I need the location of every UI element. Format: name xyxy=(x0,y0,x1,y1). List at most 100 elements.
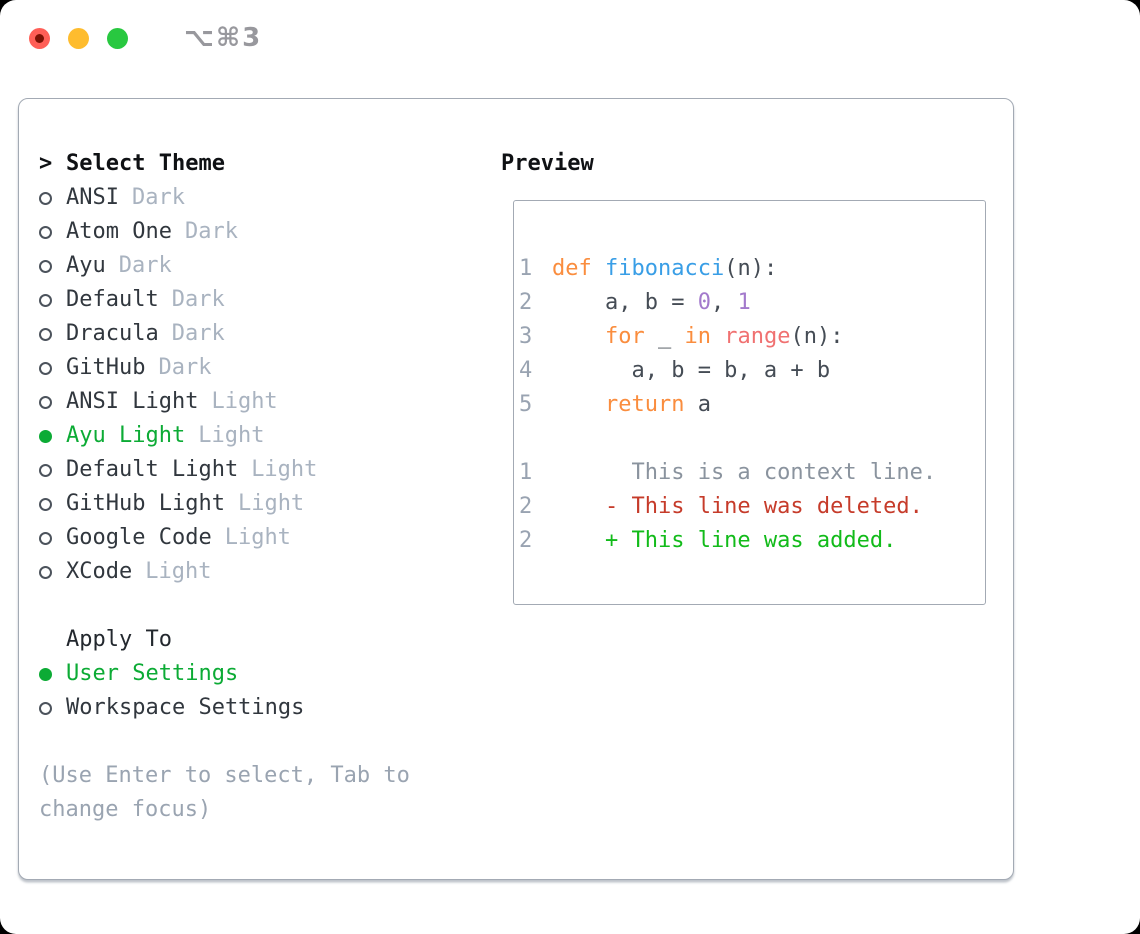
line-number: 1 xyxy=(519,256,533,281)
code-line: 1 This is a context line. xyxy=(519,456,985,490)
theme-name: ANSI Light xyxy=(66,389,199,414)
theme-list: ANSI Dark Atom One Dark Ayu Dark Default Dark Dr… xyxy=(39,181,489,589)
radio-marker xyxy=(39,395,66,409)
close-button-icon[interactable] xyxy=(29,27,50,49)
zoom-button-icon[interactable] xyxy=(107,27,128,49)
theme-option-ayu[interactable]: Ayu Dark xyxy=(39,249,489,283)
line-number: 1 xyxy=(519,460,533,485)
code-token-plain: a xyxy=(684,392,711,417)
theme-option-dracula[interactable]: Dracula Dark xyxy=(39,317,489,351)
code-token-plain xyxy=(711,324,724,349)
theme-picker-panel: > Select Theme ANSI Dark Atom One Dark Ayu Da… xyxy=(18,98,1014,880)
code-token-deleted: - This line was deleted. xyxy=(552,494,923,519)
prompt-icon: > xyxy=(39,151,53,176)
title-bar: ⌥⌘3 xyxy=(0,0,1140,76)
theme-variant-tag: Dark xyxy=(158,355,212,380)
code-token-keyword: in xyxy=(684,324,711,349)
theme-option-default[interactable]: Default Dark xyxy=(39,283,489,317)
line-number: 3 xyxy=(519,324,533,349)
theme-option-xcode[interactable]: XCode Light xyxy=(39,555,489,589)
theme-name: Default Light xyxy=(66,457,239,482)
code-token-added: + This line was added. xyxy=(552,528,897,553)
radio-marker xyxy=(39,191,66,205)
code-token-context: This is a context line. xyxy=(552,460,937,485)
radio-selected-icon xyxy=(39,429,52,443)
select-theme-title: Select Theme xyxy=(66,151,225,176)
line-number: 5 xyxy=(519,392,533,417)
theme-option-github[interactable]: GitHub Dark xyxy=(39,351,489,385)
theme-variant-tag: Dark xyxy=(184,219,238,244)
theme-option-google-code[interactable]: Google Code Light xyxy=(39,521,489,555)
radio-marker xyxy=(39,259,66,273)
help-hint-text: (Use Enter to select, Tab to change focu… xyxy=(39,763,410,822)
select-theme-header-row: > Select Theme xyxy=(39,147,489,181)
radio-marker xyxy=(39,565,66,579)
code-token-plain xyxy=(552,324,605,349)
code-token-plain: , xyxy=(710,290,738,315)
theme-variant-tag: Light xyxy=(198,423,265,448)
radio-icon xyxy=(39,225,52,239)
theme-name: XCode xyxy=(66,559,133,584)
code-token-keyword: for xyxy=(604,324,645,349)
code-line: 2 - This line was deleted. xyxy=(519,490,985,524)
radio-icon xyxy=(39,395,52,409)
theme-variant-tag: Light xyxy=(211,389,278,414)
theme-variant-tag: Dark xyxy=(118,253,172,278)
prompt-marker: > xyxy=(39,147,66,181)
apply-option-user-settings[interactable]: User Settings xyxy=(39,657,489,691)
theme-name: GitHub xyxy=(66,355,146,380)
code-token-plain: a, b = xyxy=(552,290,698,315)
radio-icon xyxy=(39,361,52,375)
code-line: 3 for _ in range(n): xyxy=(519,320,985,354)
theme-variant-tag: Light xyxy=(237,491,305,516)
spacer xyxy=(39,725,489,759)
theme-option-github-light[interactable]: GitHub Light Light xyxy=(39,487,489,521)
radio-icon xyxy=(39,327,52,341)
theme-name: Default xyxy=(66,287,159,312)
apply-to-title: Apply To xyxy=(66,627,172,652)
radio-icon xyxy=(39,259,52,273)
code-line: 2 + This line was added. xyxy=(519,524,985,558)
line-number: 4 xyxy=(519,358,533,383)
radio-icon xyxy=(39,463,52,477)
theme-option-ansi[interactable]: ANSI Dark xyxy=(39,181,489,215)
code-token-function: fibonacci xyxy=(604,256,725,281)
line-number: 2 xyxy=(519,494,533,519)
apply-option-workspace-settings[interactable]: Workspace Settings xyxy=(39,691,489,725)
code-token-plain: (n): xyxy=(724,256,778,281)
code-token-keyword: return xyxy=(604,392,685,417)
theme-option-atom-one[interactable]: Atom One Dark xyxy=(39,215,489,249)
code-token-plain: a, b = b, a + b xyxy=(552,358,831,383)
theme-variant-tag: Light xyxy=(224,525,291,550)
code-line: 4 a, b = b, a + b xyxy=(519,354,985,388)
close-dot-icon xyxy=(35,33,44,43)
code-token-builtin: range xyxy=(724,324,791,349)
theme-variant-tag: Light xyxy=(251,457,318,482)
radio-selected-icon xyxy=(39,667,52,681)
apply-option-label: User Settings xyxy=(66,661,239,686)
radio-icon xyxy=(39,531,52,545)
radio-marker xyxy=(39,429,66,443)
radio-marker xyxy=(39,531,66,545)
code-token-keyword: def xyxy=(552,256,605,281)
radio-icon xyxy=(39,293,52,307)
theme-name: Atom One xyxy=(66,219,172,244)
theme-name: GitHub Light xyxy=(66,491,225,516)
theme-option-ayu-light[interactable]: Ayu Light Light xyxy=(39,419,489,453)
minimize-button-icon[interactable] xyxy=(68,27,89,49)
radio-marker xyxy=(39,497,66,511)
radio-marker xyxy=(39,361,66,375)
code-line: 5 return a xyxy=(519,388,985,422)
radio-icon xyxy=(39,191,52,205)
radio-marker xyxy=(39,327,66,341)
theme-name: Ayu xyxy=(66,253,106,278)
theme-list-column: > Select Theme ANSI Dark Atom One Dark Ayu Da… xyxy=(39,147,489,827)
radio-marker xyxy=(39,463,66,477)
theme-option-ansi-light[interactable]: ANSI Light Light xyxy=(39,385,489,419)
radio-icon xyxy=(39,701,52,715)
theme-name: ANSI xyxy=(66,185,119,210)
theme-variant-tag: Dark xyxy=(171,287,225,312)
theme-option-default-light[interactable]: Default Light Light xyxy=(39,453,489,487)
